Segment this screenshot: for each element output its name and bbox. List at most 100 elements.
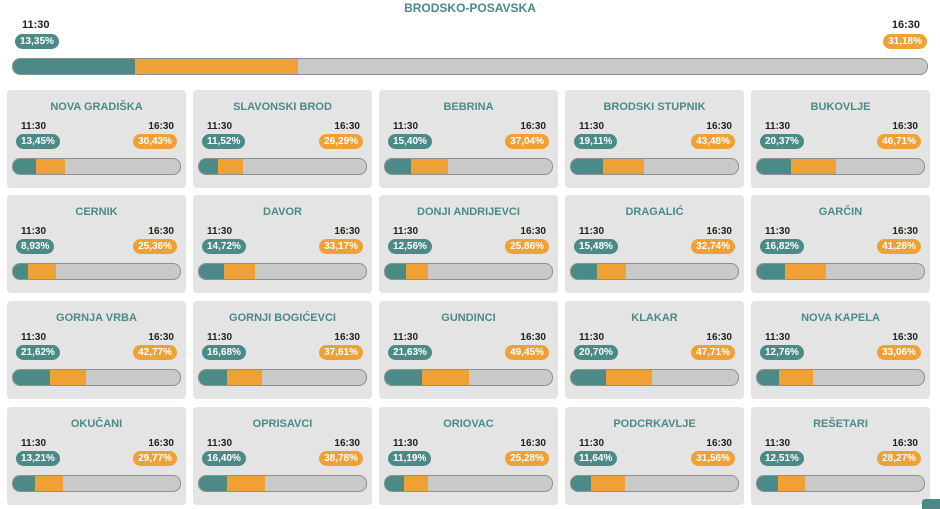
turnout-progress-bar [198, 158, 367, 175]
county-summary: BRODSKO-POSAVSKA 11:30 16:30 13,35% 31,1… [0, 0, 940, 85]
turnout-badge-second: 46,71% [877, 134, 921, 149]
time-label-first: 11:30 [393, 121, 419, 132]
progress-segment-second [224, 264, 255, 279]
municipality-card[interactable]: NOVA KAPELA 11:30 16:30 12,76% 33,06% [751, 301, 930, 399]
turnout-badge-second: 37,04% [505, 134, 549, 149]
municipality-card[interactable]: GARČIN 11:30 16:30 16,82% 41,28% [751, 195, 930, 293]
municipality-card[interactable]: GUNDINCI 11:30 16:30 21,63% 49,45% [379, 301, 558, 399]
municipality-card[interactable]: DONJI ANDRIJEVCI 11:30 16:30 12,56% 25,86% [379, 195, 558, 293]
municipality-card[interactable]: ORIOVAC 11:30 16:30 11,19% 25,28% [379, 407, 558, 505]
time-label-second: 16:30 [334, 332, 360, 343]
municipality-name: OPRISAVCI [252, 418, 313, 430]
turnout-badge-first: 13,21% [16, 451, 60, 466]
turnout-badge-first: 11,19% [388, 451, 432, 466]
time-label-second: 16:30 [148, 226, 174, 237]
turnout-badge-first: 16,82% [760, 239, 804, 254]
progress-segment-second [404, 476, 428, 491]
turnout-badge-first: 15,40% [388, 134, 432, 149]
time-label-first: 11:30 [765, 332, 791, 343]
progress-segment-first [199, 159, 218, 174]
turnout-badge-first: 8,93% [16, 239, 55, 254]
progress-segment-first [199, 370, 227, 385]
time-label-first: 11:30 [21, 226, 47, 237]
time-label-first: 11:30 [21, 438, 47, 449]
time-label-second: 16:30 [520, 332, 546, 343]
municipality-card[interactable]: DAVOR 11:30 16:30 14,72% 33,17% [193, 195, 372, 293]
time-label-first: 11:30 [579, 332, 605, 343]
progress-segment-first [385, 159, 411, 174]
turnout-progress-bar [570, 369, 739, 386]
progress-segment-first [385, 264, 406, 279]
progress-segment-second [411, 159, 448, 174]
progress-segment-first [757, 370, 779, 385]
turnout-badge-first: 15,48% [574, 239, 618, 254]
time-label-second: 16:30 [148, 332, 174, 343]
municipality-card[interactable]: GORNJI BOGIĆEVCI 11:30 16:30 16,68% 37,61% [193, 301, 372, 399]
progress-segment-first [571, 159, 603, 174]
turnout-progress-bar [756, 158, 925, 175]
municipality-card[interactable]: OPRISAVCI 11:30 16:30 16,40% 38,78% [193, 407, 372, 505]
municipality-card[interactable]: KLAKAR 11:30 16:30 20,70% 47,71% [565, 301, 744, 399]
turnout-progress-bar [756, 369, 925, 386]
turnout-badge-second: 49,45% [505, 345, 549, 360]
progress-segment-second [50, 370, 86, 385]
turnout-progress-bar [570, 475, 739, 492]
time-label-first: 11:30 [393, 438, 419, 449]
municipality-card[interactable]: NOVA GRADIŠKA 11:30 16:30 13,45% 30,43% [7, 90, 186, 188]
municipality-card[interactable]: SLAVONSKI BROD 11:30 16:30 11,52% 26,29% [193, 90, 372, 188]
time-label-second: 16:30 [706, 226, 732, 237]
time-label-first: 11:30 [207, 332, 233, 343]
progress-segment-second [606, 370, 652, 385]
municipality-name: DAVOR [263, 206, 302, 218]
municipality-card[interactable]: BRODSKI STUPNIK 11:30 16:30 19,11% 43,48% [565, 90, 744, 188]
progress-segment-first [199, 264, 224, 279]
time-label-second: 16:30 [520, 121, 546, 132]
scrollbar-thumb[interactable] [922, 499, 940, 509]
progress-segment-first [13, 476, 35, 491]
turnout-progress-bar [12, 158, 181, 175]
progress-segment-second [35, 476, 63, 491]
progress-segment-first [571, 476, 591, 491]
turnout-badge-first: 20,70% [574, 345, 618, 360]
municipality-card[interactable]: DRAGALIĆ 11:30 16:30 15,48% 32,74% [565, 195, 744, 293]
turnout-badge-second: 26,29% [319, 134, 363, 149]
municipality-name: DONJI ANDRIJEVCI [417, 206, 520, 218]
time-label-second: 16:30 [892, 438, 918, 449]
progress-segment-second [779, 370, 813, 385]
turnout-badge-second: 38,78% [319, 451, 363, 466]
turnout-badge-first: 12,56% [388, 239, 432, 254]
progress-segment-first [385, 476, 404, 491]
municipality-card[interactable]: PODCRKAVLJE 11:30 16:30 11,64% 31,56% [565, 407, 744, 505]
municipality-card[interactable]: CERNIK 11:30 16:30 8,93% 25,36% [7, 195, 186, 293]
time-label-first: 11:30 [207, 226, 233, 237]
turnout-badge-second: 37,61% [319, 345, 363, 360]
municipality-card[interactable]: OKUČANI 11:30 16:30 13,21% 29,77% [7, 407, 186, 505]
municipality-card[interactable]: BUKOVLJE 11:30 16:30 20,37% 46,71% [751, 90, 930, 188]
municipality-card[interactable]: REŠETARI 11:30 16:30 12,51% 28,27% [751, 407, 930, 505]
turnout-badge-second: 30,43% [133, 134, 177, 149]
time-label-first: 11:30 [579, 438, 605, 449]
municipality-name: NOVA KAPELA [801, 312, 880, 324]
time-label-first: 11:30 [765, 226, 791, 237]
time-label-second: 16:30 [334, 438, 360, 449]
progress-segment-first [571, 370, 606, 385]
turnout-badge-second: 31,18% [883, 34, 927, 49]
time-label-second: 16:30 [334, 121, 360, 132]
municipality-card[interactable]: BEBRINA 11:30 16:30 15,40% 37,04% [379, 90, 558, 188]
turnout-badge-second: 28,27% [877, 451, 921, 466]
turnout-badge-first: 12,76% [760, 345, 804, 360]
municipality-name: BRODSKI STUPNIK [603, 101, 706, 113]
progress-segment-first [13, 59, 135, 74]
time-label-second: 16:30 [891, 19, 920, 31]
turnout-badge-second: 41,28% [877, 239, 921, 254]
turnout-progress-bar [384, 263, 553, 280]
municipality-card[interactable]: GORNJA VRBA 11:30 16:30 21,62% 42,77% [7, 301, 186, 399]
municipality-name: GORNJA VRBA [56, 312, 137, 324]
time-label-first: 11:30 [579, 226, 605, 237]
municipality-name: PODCRKAVLJE [613, 418, 696, 430]
progress-segment-first [13, 159, 36, 174]
turnout-badge-second: 33,17% [319, 239, 363, 254]
time-label-first: 11:30 [22, 19, 50, 31]
turnout-badge-first: 19,11% [574, 134, 618, 149]
progress-segment-first [757, 264, 785, 279]
